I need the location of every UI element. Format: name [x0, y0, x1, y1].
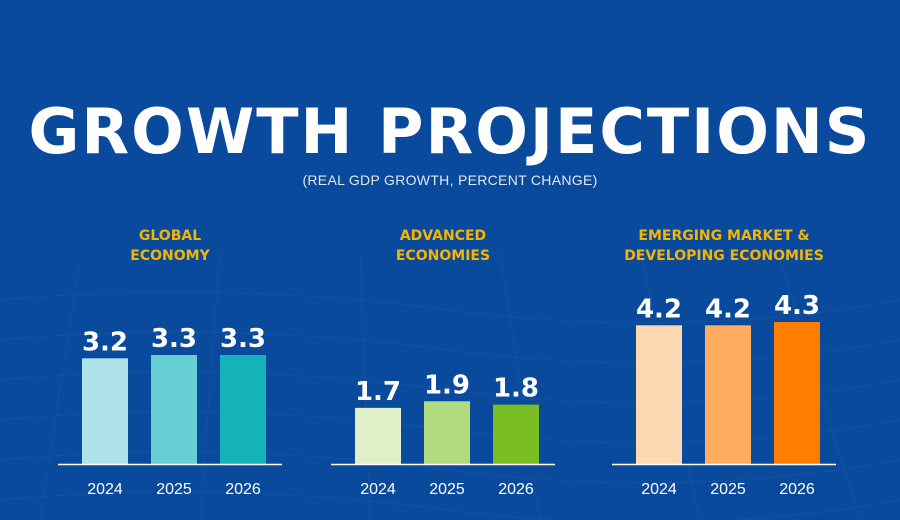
panel-title-line: GLOBAL — [139, 228, 201, 244]
data-label: 4.3 — [774, 291, 820, 321]
x-tick-label: 2024 — [87, 481, 123, 498]
bar-2024 — [636, 325, 682, 464]
data-label: 4.2 — [705, 294, 751, 324]
panel-title-line: ECONOMY — [130, 248, 210, 264]
data-label: 1.7 — [355, 377, 401, 407]
bar-2026 — [774, 322, 820, 464]
data-label: 1.9 — [424, 370, 470, 400]
data-label: 4.2 — [636, 294, 682, 324]
data-label: 1.8 — [493, 374, 539, 404]
x-tick-label: 2026 — [779, 481, 815, 498]
panel-title-line: ECONOMIES — [396, 248, 490, 264]
x-tick-label: 2024 — [360, 481, 396, 498]
data-label: 3.2 — [82, 327, 128, 357]
panel-title-line: DEVELOPING ECONOMIES — [624, 248, 824, 264]
bar-2025 — [151, 355, 197, 464]
bar-2024 — [82, 358, 128, 464]
bar-2025 — [424, 401, 470, 464]
bar-2025 — [705, 325, 751, 464]
x-tick-label: 2025 — [429, 481, 465, 498]
bar-2026 — [493, 404, 539, 464]
x-tick-label: 2025 — [156, 481, 192, 498]
page-subtitle: (REAL GDP GROWTH, PERCENT CHANGE) — [302, 172, 598, 188]
x-tick-label: 2025 — [710, 481, 746, 498]
bar-2026 — [220, 355, 266, 464]
chart-panel-1: GLOBAL ECONOMY 3.2 2024 3.3 2025 3.3 2026 — [58, 228, 282, 498]
panel-title-line: ADVANCED — [400, 228, 486, 244]
chart-panel-2: ADVANCED ECONOMIES 1.7 2024 1.9 2025 1.8 2026 — [331, 228, 555, 498]
chart-panel-3: EMERGING MARKET & DEVELOPING ECONOMIES 4.2… — [612, 228, 836, 498]
x-tick-label: 2026 — [225, 481, 261, 498]
bar-2024 — [355, 407, 401, 464]
data-label: 3.3 — [151, 324, 197, 354]
page-title: GROWTH PROJECTIONS — [28, 95, 872, 168]
x-tick-label: 2024 — [641, 481, 677, 498]
x-tick-label: 2026 — [498, 481, 534, 498]
data-label: 3.3 — [220, 324, 266, 354]
panel-title-line: EMERGING MARKET & — [638, 228, 809, 244]
